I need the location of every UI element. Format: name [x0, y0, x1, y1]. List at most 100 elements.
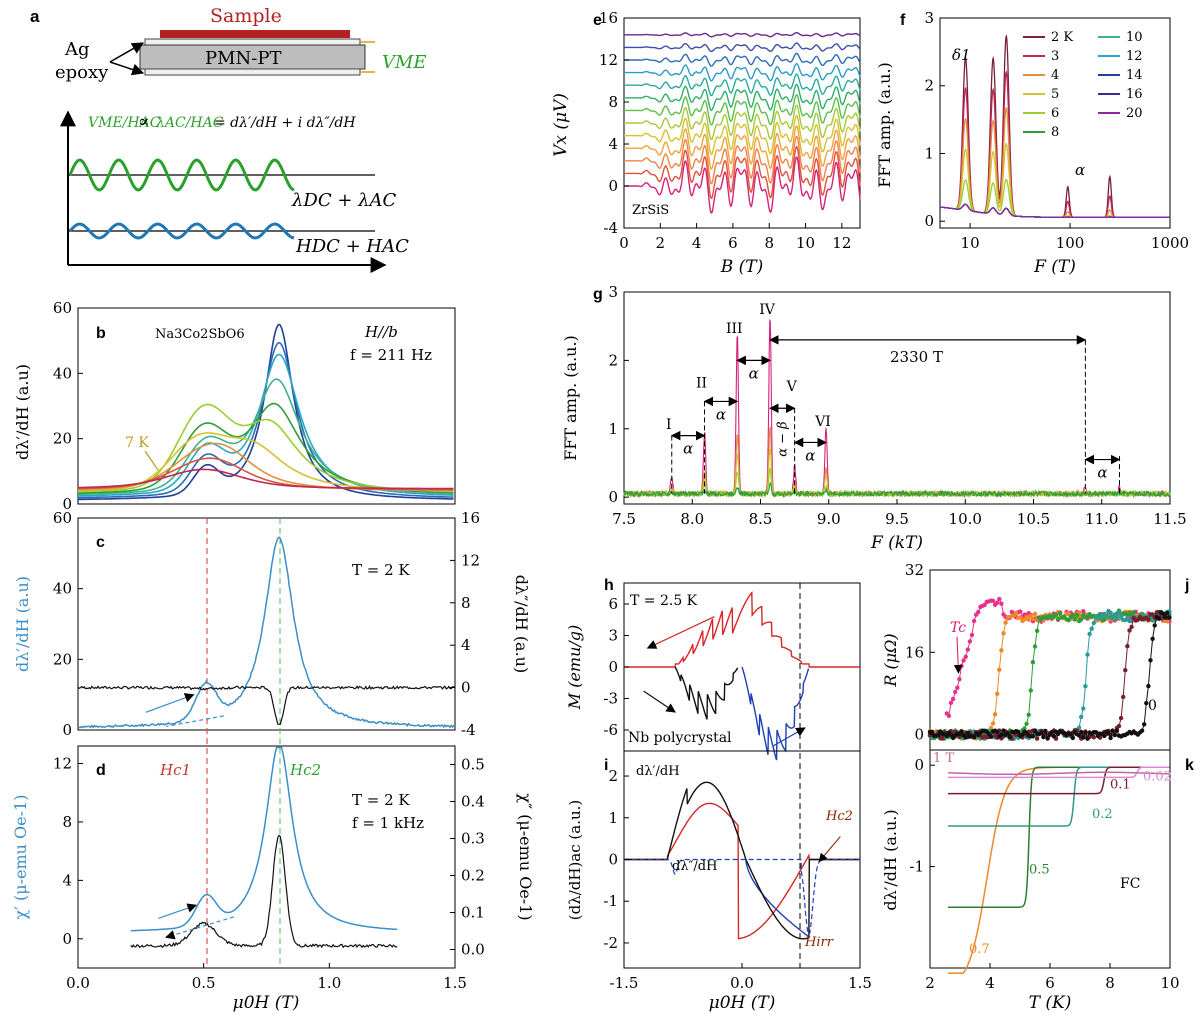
f-xlabel: F (T) [1033, 257, 1076, 277]
eq-mid: λAC/HAC [155, 115, 224, 131]
e-series-7 [624, 83, 861, 112]
i-ylabel: (dλ/dH)ac (a.u.) [566, 800, 584, 921]
e-series-4 [624, 114, 861, 156]
h-temp: T = 2.5 K [630, 593, 698, 609]
c-ytickR--4-label: -4 [461, 721, 476, 739]
b-ytick-40-label: 40 [53, 364, 72, 382]
g-ytick-1-label: 1 [608, 420, 618, 438]
d-xtick-1.5-label: 1.5 [443, 974, 467, 992]
c-ytickR-0-label: 0 [461, 679, 471, 697]
g-xtick-8-label: 8.0 [680, 510, 704, 528]
k-series-0.02 [948, 766, 1170, 779]
k-xtick-6-label: 6 [1045, 974, 1055, 992]
j-ytick-16-label: 16 [905, 643, 924, 661]
g-alpha-5: α [1097, 464, 1107, 482]
e-series-0 [624, 156, 861, 214]
b-yticks: 0 20 40 60 [53, 299, 83, 513]
g-peak-label-IV: IV [759, 302, 776, 318]
lambda-ac-wave [68, 158, 295, 192]
d-freq: f = 1 kHz [352, 814, 424, 832]
c-ytickR-4-label: 4 [461, 636, 471, 654]
h-ylabel: M (emu/g) [565, 625, 584, 711]
hc1-label: Hc1 [159, 761, 191, 779]
c-ylabel-right: dλ″/dH (a.u) [512, 575, 531, 673]
f-legend-label-2: 4 [1051, 68, 1059, 83]
d-ytickR-0.2-label: 0.2 [461, 867, 485, 885]
b-ytick-20-label: 20 [53, 430, 72, 448]
g-ticks: 0 1 2 3 7.5 8.0 8.5 9.0 9.5 10.0 10.5 11.0 11.5 [608, 283, 1186, 528]
k-series-label-4: 0.02 [1143, 769, 1172, 784]
i-xtick--1.5-label: -1.5 [610, 974, 639, 992]
k-series-label-2: 0.2 [1092, 807, 1113, 822]
e-series-9 [624, 63, 861, 82]
k-curves: 0.7 0.5 0.2 0.1 0.02 1 T [933, 751, 1172, 974]
d-yticks: 0 4 8 12 0.0 0.1 0.2 0.3 0.4 0.5 [53, 755, 485, 959]
e-ytick-8-label: 8 [608, 93, 618, 111]
i-curve1-label: dλ′/dH [636, 764, 680, 779]
f-xtick-1000-label: 1000 [1151, 234, 1189, 252]
electrode-bottom [144, 68, 361, 76]
f-delta: δ1 [952, 46, 971, 64]
h-ac-wave [68, 222, 295, 240]
j-series-5 [929, 611, 1170, 741]
panel-h: h T = 2.5 K Nb polycrystal -6 -3 0 3 6 M (em… [565, 577, 861, 968]
k-ylabel: dλ′/dH (a.u.) [881, 809, 900, 910]
f-alpha: α [1075, 161, 1085, 179]
j-ytick-0-label: 0 [914, 726, 924, 744]
b-compound: Na3Co2SbO6 [155, 327, 245, 342]
panel-label-c: c [96, 534, 105, 551]
b-frame [77, 307, 456, 505]
d-frame [77, 745, 456, 969]
d-ytickR-0.4-label: 0.4 [461, 793, 485, 811]
d-curves [130, 746, 398, 949]
e-ytick--4-label: -4 [603, 219, 618, 237]
e-xtick-0-label: 0 [619, 234, 629, 252]
f-legend-label-0: 2 K [1051, 30, 1073, 45]
b-temp-note: 7 K [125, 435, 149, 451]
g-alpha-beta: α − β [775, 421, 790, 456]
d-ytickL-12-label: 12 [53, 755, 72, 773]
d-xtick-0.5-label: 0.5 [192, 974, 216, 992]
epoxy-label: epoxy [55, 62, 109, 83]
i-ytick--1-label: -1 [603, 892, 618, 910]
i-series-black [624, 781, 860, 940]
b-ytick-60-label: 60 [53, 299, 72, 317]
d-xtick-0-label: 0.0 [66, 974, 90, 992]
h-label: HDC + HAC [295, 236, 409, 257]
j-curves [927, 596, 1172, 741]
f-legend-label-3: 5 [1051, 87, 1059, 102]
g-xlabel: F (kT) [870, 533, 923, 553]
c-ytickL-0-label: 0 [62, 721, 72, 739]
f-ytick-1-label: 1 [924, 144, 934, 162]
j-tc: Tc [950, 620, 966, 636]
sample-label: Sample [210, 5, 282, 27]
g-xtick-10-label: 10.0 [949, 510, 982, 528]
e-series-3 [624, 125, 861, 170]
e-ylabel: Vx (μV) [551, 93, 571, 157]
g-alpha-0: α [683, 440, 693, 458]
e-xtick-2-label: 2 [656, 234, 666, 252]
f-series-5 [940, 142, 1170, 218]
i-hc2-label: Hc2 [825, 809, 853, 824]
h-arrow-blue [773, 727, 806, 747]
panel-label-k: k [1185, 757, 1194, 774]
h-ytick-0-label: 0 [608, 658, 618, 676]
c-ytickL-40-label: 40 [53, 580, 72, 598]
i-ytick-1-label: 1 [608, 809, 618, 827]
panel-label-e: e [593, 12, 602, 29]
panel-label-b: b [96, 325, 106, 342]
panel-i: i dλ′/dH dλ″/dH Hc2 Hirr -2 -1 0 1 2 -1.5 0.0 1… [566, 750, 872, 1013]
g-peak-label-V: V [786, 379, 798, 395]
c-ytickR-8-label: 8 [461, 594, 471, 612]
e-xtick-12-label: 12 [832, 234, 851, 252]
eq-rhs: = dλ′/dH + i dλ″/dH [214, 115, 356, 131]
d-ytickR-0.5-label: 0.5 [461, 756, 485, 774]
j-ylabel: R (μΩ) [881, 633, 900, 687]
g-xtick-11-label: 11.0 [1085, 510, 1118, 528]
d-ytickR-0.3-label: 0.3 [461, 830, 485, 848]
panel-label-a: a [30, 7, 40, 26]
k-ticks: -1 0 2 4 6 8 10 [909, 756, 1179, 992]
panel-label-g: g [593, 286, 603, 303]
i-series-red [624, 802, 860, 940]
